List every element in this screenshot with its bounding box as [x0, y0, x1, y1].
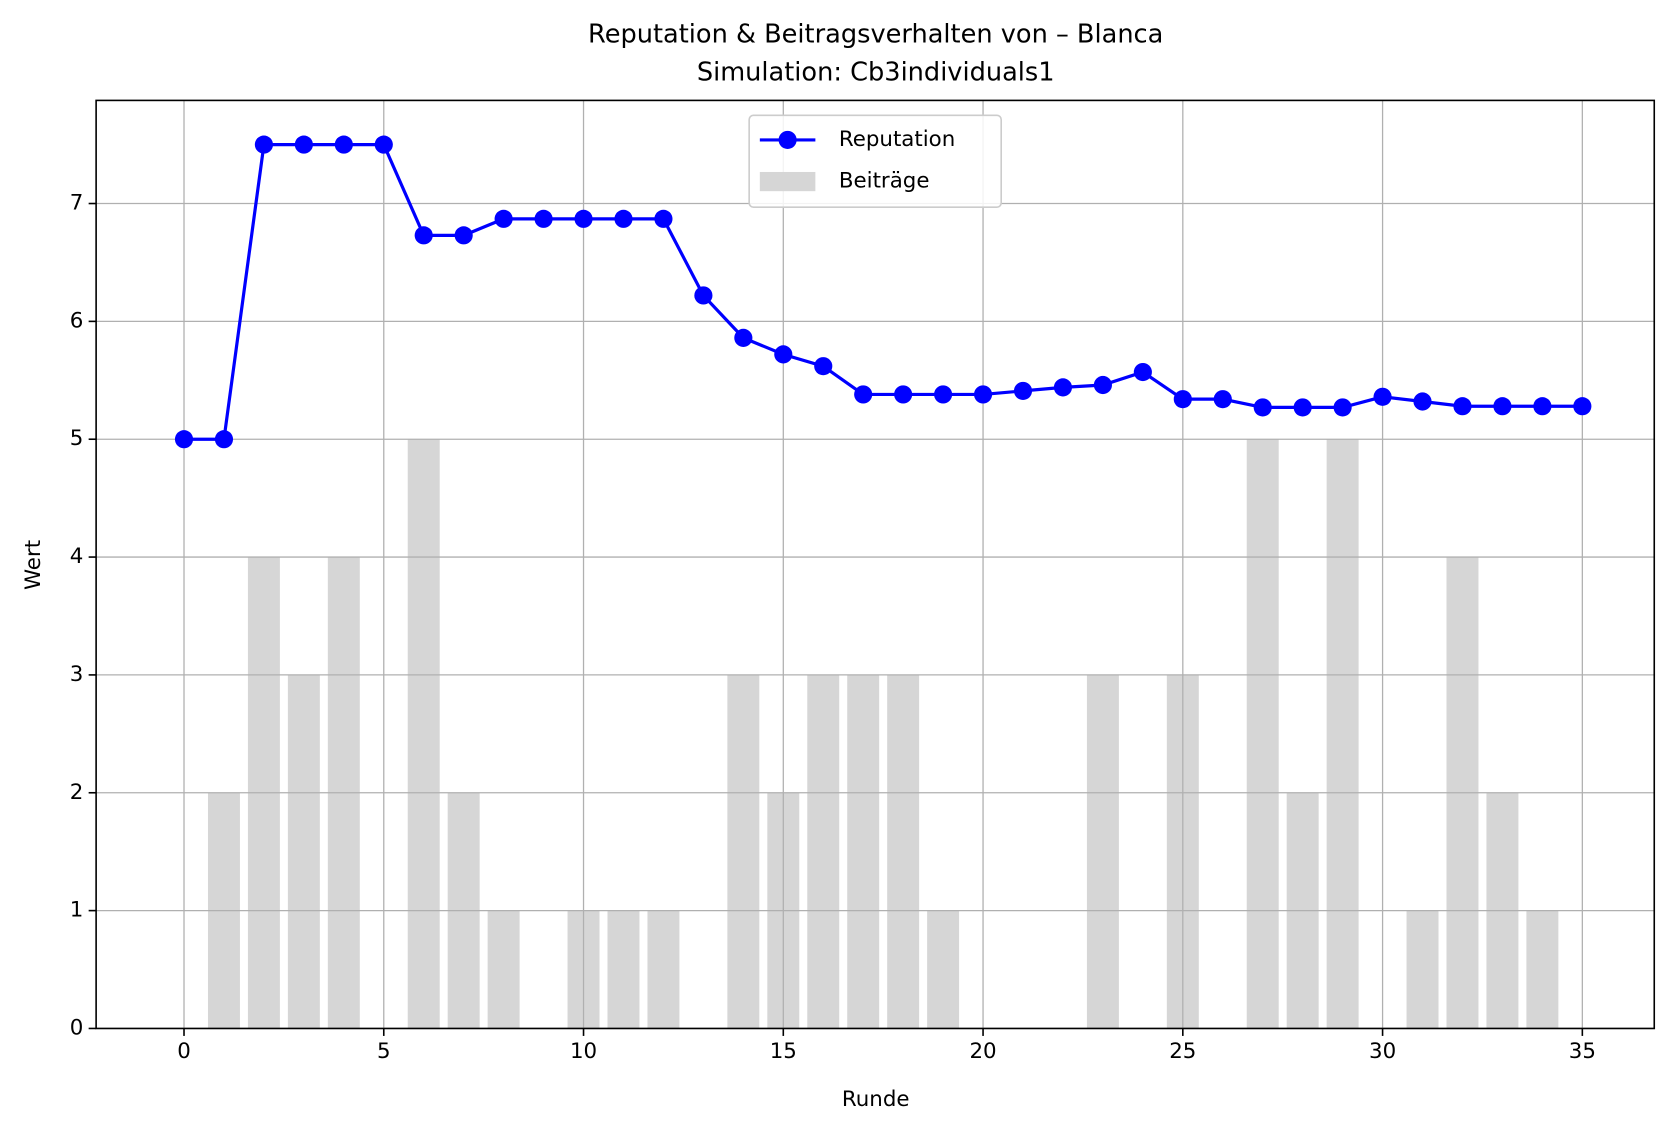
- x-tick-label: 35: [1569, 1039, 1596, 1064]
- point: [574, 209, 593, 228]
- bar: [1246, 439, 1279, 1029]
- x-axis-label: Runde: [842, 1087, 910, 1112]
- point: [1173, 390, 1192, 409]
- point: [1253, 398, 1272, 417]
- plot-data: [96, 100, 1655, 1030]
- x-tick-label: 10: [570, 1039, 597, 1064]
- point: [854, 385, 873, 404]
- point: [494, 209, 513, 228]
- bar: [727, 674, 760, 1029]
- point: [1453, 397, 1472, 416]
- point: [934, 385, 953, 404]
- point: [1293, 398, 1312, 417]
- x-tick-label: 0: [177, 1039, 191, 1064]
- bar: [807, 674, 840, 1029]
- bar: [287, 674, 320, 1029]
- legend-label: Reputation: [839, 127, 955, 152]
- y-tick-label: 2: [70, 780, 84, 805]
- point: [654, 209, 673, 228]
- point: [374, 135, 393, 154]
- point: [334, 135, 353, 154]
- bar: [1406, 910, 1439, 1029]
- point: [294, 135, 313, 154]
- x-tick-label: 20: [969, 1039, 996, 1064]
- chart-title: Reputation & Beitragsverhalten von – Bla…: [588, 19, 1163, 49]
- point: [174, 430, 194, 449]
- x-tick-label: 30: [1369, 1039, 1396, 1064]
- y-tick-label: 3: [70, 662, 84, 687]
- point: [1333, 398, 1352, 417]
- point: [254, 135, 273, 154]
- bar: [1526, 910, 1559, 1029]
- point: [1413, 392, 1432, 411]
- bar: [847, 674, 880, 1029]
- y-tick-label: 5: [70, 426, 84, 451]
- point: [814, 357, 833, 376]
- point: [774, 345, 793, 364]
- bar: [887, 674, 920, 1029]
- legend-marker: [778, 130, 797, 149]
- point: [1533, 397, 1552, 416]
- point: [1373, 387, 1392, 406]
- x-tick-label: 25: [1169, 1039, 1196, 1064]
- bar: [407, 439, 440, 1029]
- y-tick-label: 4: [70, 544, 84, 569]
- legend: Reputation Beiträge: [748, 114, 1003, 209]
- point: [1493, 397, 1512, 416]
- y-tick-label: 7: [70, 191, 84, 216]
- point: [454, 226, 473, 245]
- bar: [607, 910, 640, 1029]
- point: [734, 328, 753, 347]
- x-tick-label: 15: [770, 1039, 797, 1064]
- chart-subtitle: Simulation: Cb3individuals1: [697, 58, 1055, 88]
- point: [534, 209, 553, 228]
- point: [973, 385, 993, 404]
- y-tick-label: 1: [70, 898, 84, 923]
- point: [894, 385, 913, 404]
- bar: [487, 910, 520, 1029]
- legend-label: Beiträge: [839, 169, 930, 194]
- bar: [1086, 674, 1119, 1029]
- x-tick-label: 5: [377, 1039, 391, 1064]
- point: [1133, 362, 1152, 382]
- point: [414, 226, 433, 245]
- legend-swatch: [759, 171, 816, 192]
- bar: [927, 910, 960, 1029]
- bar: [647, 910, 680, 1029]
- point: [1053, 378, 1073, 397]
- y-tick-label: 0: [70, 1015, 84, 1040]
- y-axis-label: Wert: [21, 540, 46, 590]
- plot-frame: [95, 99, 1656, 1030]
- y-tick-label: 6: [70, 308, 84, 333]
- point: [1093, 375, 1112, 395]
- point: [1013, 381, 1033, 400]
- point: [694, 286, 713, 305]
- point: [1213, 390, 1232, 409]
- point: [214, 430, 234, 449]
- point: [614, 209, 633, 228]
- bar: [1326, 439, 1359, 1029]
- point: [1573, 397, 1592, 416]
